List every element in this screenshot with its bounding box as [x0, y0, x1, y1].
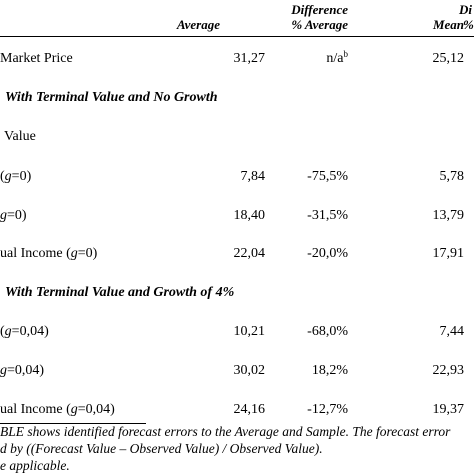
cell-avg-4: 18,40 [233, 208, 266, 223]
header-col4-line2: % [463, 17, 474, 32]
header-average: Average [176, 17, 220, 32]
cell-mean-3: 5,78 [439, 169, 465, 184]
header-difference-line2: % Average [291, 17, 348, 32]
cell-diff-9: -12,7% [307, 402, 348, 417]
cell-avg-market-price: 31,27 [233, 51, 266, 66]
row-label-5: ual Income (g=0) [0, 246, 98, 261]
section-title-growth-4: With Terminal Value and Growth of 4% [5, 285, 235, 300]
cell-avg-8: 30,02 [233, 363, 266, 378]
header-difference-line1: Difference [291, 2, 348, 17]
header-mean: Mean [432, 17, 464, 32]
row-label-7: (g=0,04) [0, 324, 49, 339]
cell-mean-4: 13,79 [432, 208, 465, 223]
header-rule [0, 36, 474, 37]
cell-mean-market-price: 25,12 [432, 51, 465, 66]
cell-diff-3: -75,5% [307, 169, 348, 184]
cell-mean-8: 22,93 [432, 363, 465, 378]
cell-diff-7: -68,0% [307, 324, 348, 339]
row-label-4: g=0) [0, 208, 27, 223]
row-label-value: Value [4, 129, 36, 144]
cell-avg-5: 22,04 [233, 246, 266, 261]
row-label-3: (g=0) [0, 169, 32, 184]
cell-diff-5: -20,0% [307, 246, 348, 261]
note-line-1: BLE shows identified forecast errors to … [0, 424, 451, 439]
header-col4-line1: Di [459, 2, 472, 17]
cell-mean-7: 7,44 [439, 324, 465, 339]
cell-diff-market-price: n/ab [326, 49, 348, 67]
section-title-no-growth: With Terminal Value and No Growth [5, 90, 218, 105]
cell-avg-9: 24,16 [233, 402, 266, 417]
cell-diff-8: 18,2% [311, 363, 348, 378]
note-line-3: e applicable. [0, 458, 70, 473]
cell-mean-5: 17,91 [432, 246, 465, 261]
cell-avg-7: 10,21 [233, 324, 266, 339]
cell-diff-4: -31,5% [307, 208, 348, 223]
row-label-market-price: Market Price [0, 51, 73, 66]
note-line-2: d by ((Forecast Value – Observed Value) … [0, 441, 323, 456]
cell-avg-3: 7,84 [240, 169, 266, 184]
cell-mean-9: 19,37 [432, 402, 465, 417]
row-label-9: ual Income (g=0,04) [0, 402, 115, 417]
row-label-8: g=0,04) [0, 363, 45, 378]
footer-rule [0, 423, 146, 424]
